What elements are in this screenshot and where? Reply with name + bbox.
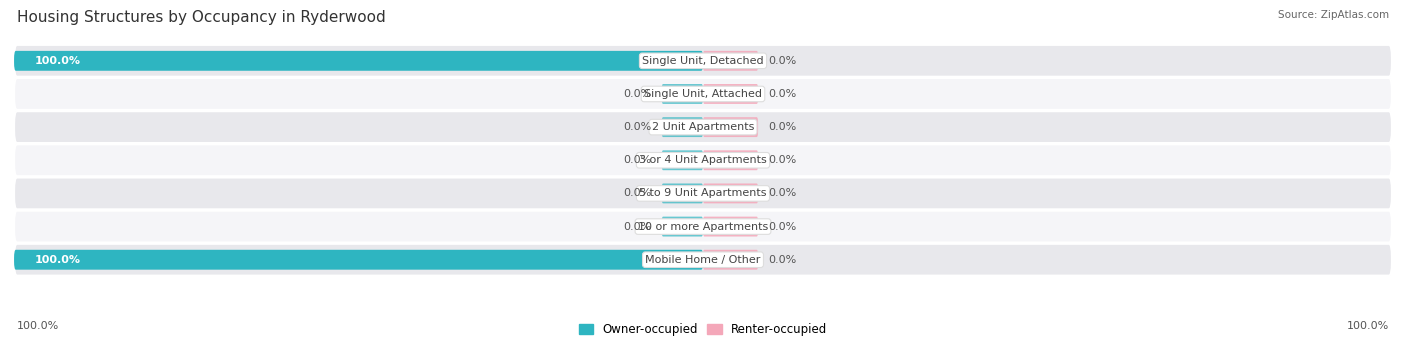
FancyBboxPatch shape [662, 117, 703, 137]
Text: Mobile Home / Other: Mobile Home / Other [645, 255, 761, 265]
FancyBboxPatch shape [703, 150, 758, 170]
Text: 0.0%: 0.0% [769, 255, 797, 265]
FancyBboxPatch shape [14, 250, 703, 270]
FancyBboxPatch shape [14, 211, 1392, 242]
Text: 0.0%: 0.0% [623, 89, 651, 99]
Text: 3 or 4 Unit Apartments: 3 or 4 Unit Apartments [640, 155, 766, 165]
Text: 0.0%: 0.0% [623, 222, 651, 232]
FancyBboxPatch shape [703, 217, 758, 237]
Text: 100.0%: 100.0% [35, 255, 80, 265]
Text: 0.0%: 0.0% [769, 56, 797, 66]
FancyBboxPatch shape [662, 183, 703, 203]
FancyBboxPatch shape [14, 78, 1392, 110]
FancyBboxPatch shape [703, 84, 758, 104]
Text: 0.0%: 0.0% [769, 189, 797, 198]
Text: 100.0%: 100.0% [1347, 321, 1389, 331]
Text: 0.0%: 0.0% [769, 89, 797, 99]
Text: 100.0%: 100.0% [35, 56, 80, 66]
FancyBboxPatch shape [703, 117, 758, 137]
Text: Single Unit, Attached: Single Unit, Attached [644, 89, 762, 99]
FancyBboxPatch shape [662, 84, 703, 104]
Text: Housing Structures by Occupancy in Ryderwood: Housing Structures by Occupancy in Ryder… [17, 10, 385, 25]
Text: 0.0%: 0.0% [623, 155, 651, 165]
Text: 0.0%: 0.0% [769, 155, 797, 165]
Legend: Owner-occupied, Renter-occupied: Owner-occupied, Renter-occupied [574, 318, 832, 341]
FancyBboxPatch shape [703, 183, 758, 203]
Text: Single Unit, Detached: Single Unit, Detached [643, 56, 763, 66]
FancyBboxPatch shape [14, 45, 1392, 77]
Text: 0.0%: 0.0% [623, 189, 651, 198]
FancyBboxPatch shape [14, 111, 1392, 143]
FancyBboxPatch shape [703, 250, 758, 270]
FancyBboxPatch shape [662, 150, 703, 170]
FancyBboxPatch shape [14, 51, 703, 71]
FancyBboxPatch shape [14, 244, 1392, 276]
Text: 0.0%: 0.0% [623, 122, 651, 132]
Text: 0.0%: 0.0% [769, 222, 797, 232]
FancyBboxPatch shape [14, 144, 1392, 176]
Text: 0.0%: 0.0% [769, 122, 797, 132]
Text: 2 Unit Apartments: 2 Unit Apartments [652, 122, 754, 132]
FancyBboxPatch shape [703, 51, 758, 71]
FancyBboxPatch shape [14, 178, 1392, 209]
FancyBboxPatch shape [662, 217, 703, 237]
Text: 5 to 9 Unit Apartments: 5 to 9 Unit Apartments [640, 189, 766, 198]
Text: 10 or more Apartments: 10 or more Apartments [638, 222, 768, 232]
Text: Source: ZipAtlas.com: Source: ZipAtlas.com [1278, 10, 1389, 20]
Text: 100.0%: 100.0% [17, 321, 59, 331]
